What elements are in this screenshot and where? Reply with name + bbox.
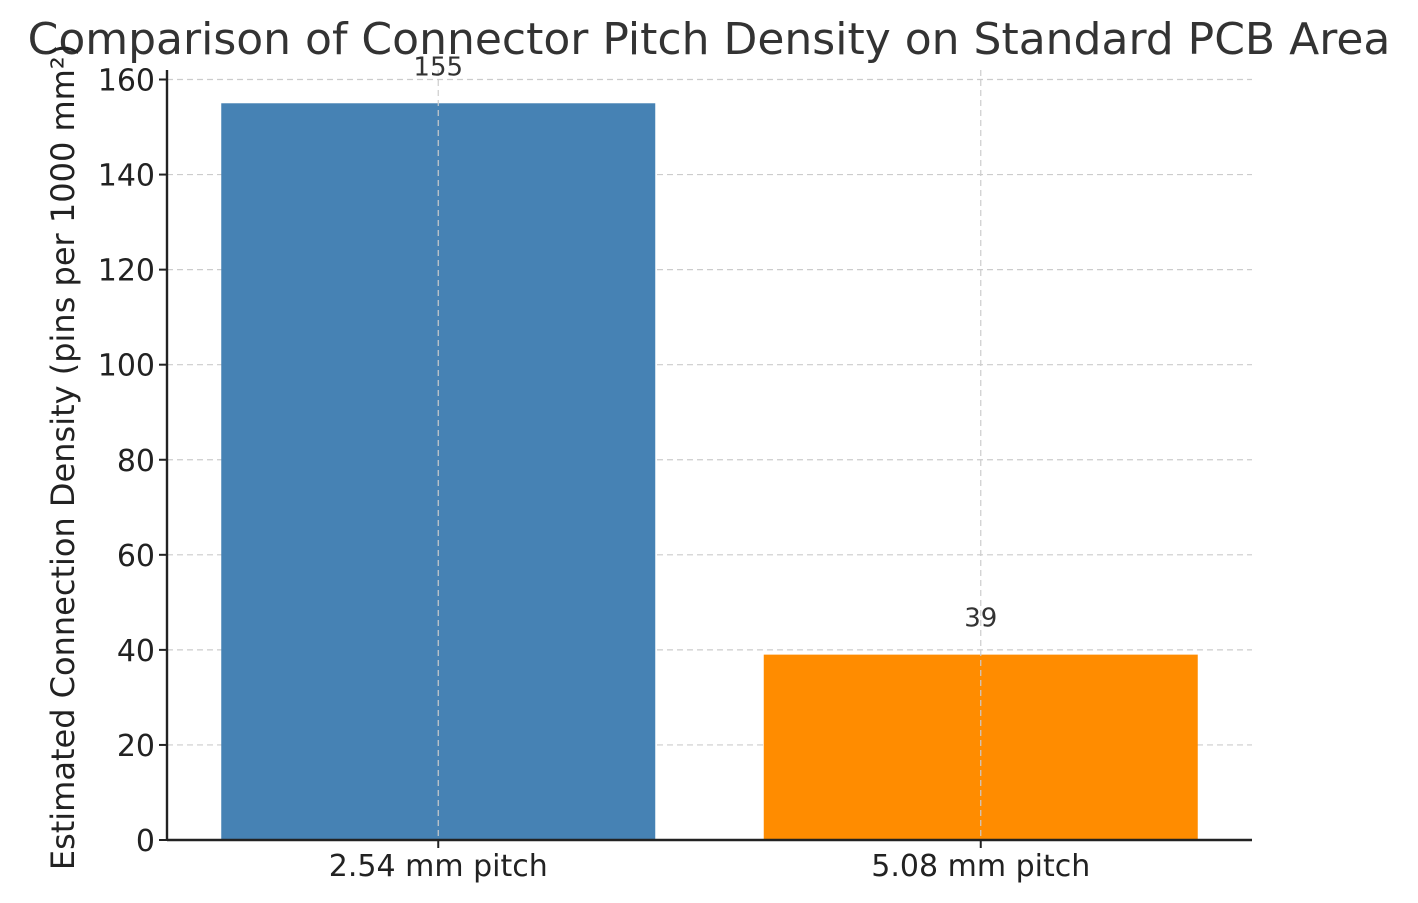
- y-tick-label: 120: [98, 254, 155, 289]
- x-tick-label: 5.08 mm pitch: [871, 849, 1090, 884]
- x-grid: [437, 70, 982, 840]
- y-tick-label: 80: [117, 444, 155, 479]
- y-tick-label: 0: [136, 824, 155, 859]
- data-labels: 155 39: [413, 52, 997, 633]
- y-axis-label: Estimated Connection Density (pins per 1…: [44, 44, 82, 870]
- y-tick-label: 20: [117, 729, 155, 764]
- axes: [165, 70, 1252, 842]
- bars: [221, 103, 1198, 840]
- y-tick-label: 100: [98, 349, 155, 384]
- y-ticks: 0 20 40 60 80 100 120 140 160: [98, 64, 167, 859]
- chart-title: Comparison of Connector Pitch Density on…: [28, 14, 1391, 65]
- y-tick-label: 40: [117, 634, 155, 669]
- y-tick-label: 160: [98, 64, 155, 99]
- data-label: 39: [964, 604, 997, 634]
- x-tick-label: 2.54 mm pitch: [329, 849, 548, 884]
- y-tick-label: 60: [117, 539, 155, 574]
- y-tick-label: 140: [98, 159, 155, 194]
- data-label: 155: [413, 52, 463, 82]
- x-ticks: 2.54 mm pitch 5.08 mm pitch: [329, 840, 1090, 884]
